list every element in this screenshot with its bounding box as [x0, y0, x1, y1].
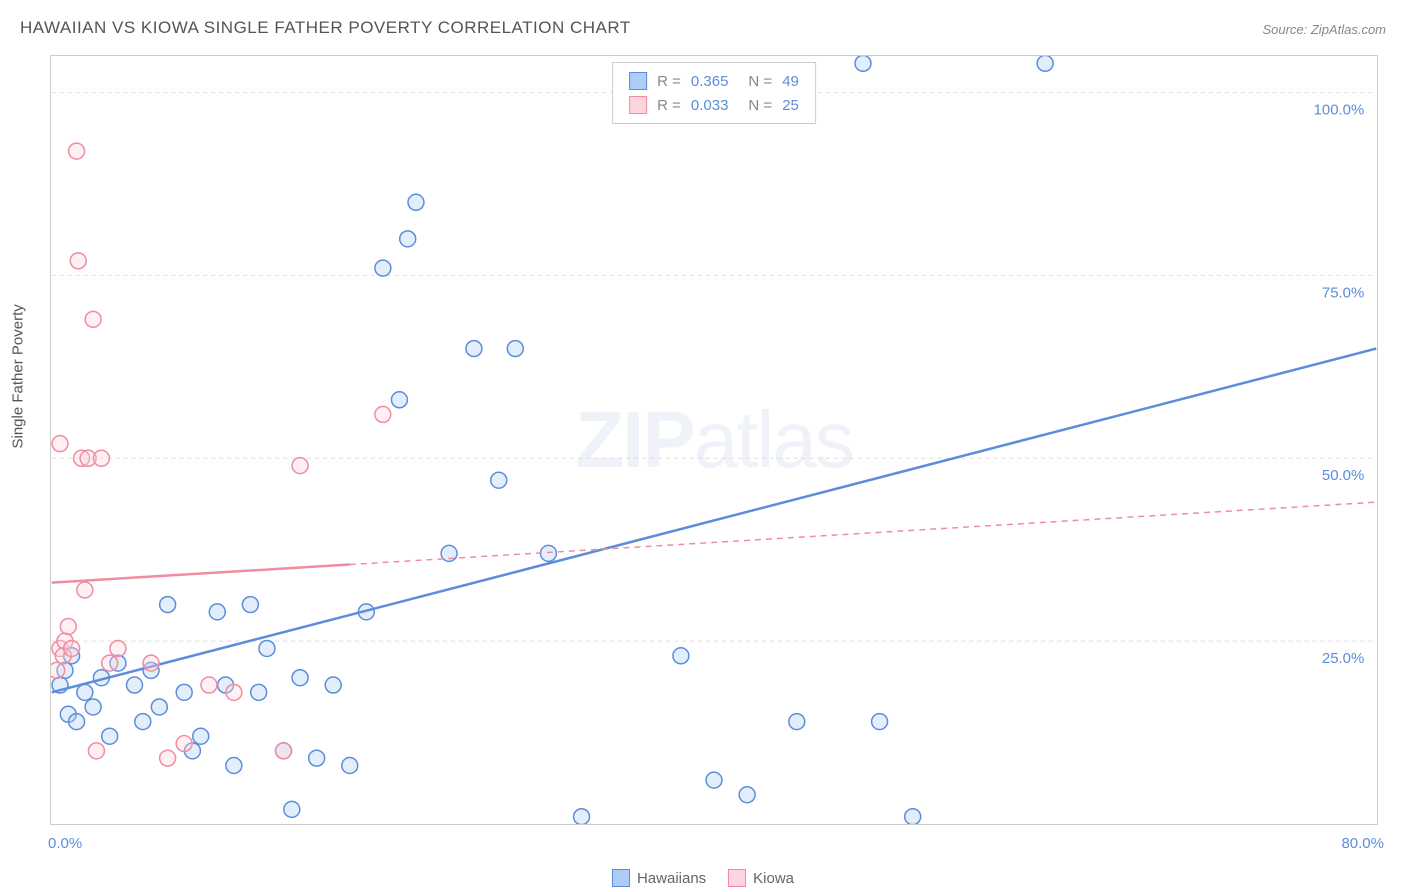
scatter-point — [69, 714, 85, 730]
scatter-point — [51, 662, 65, 678]
scatter-point — [292, 670, 308, 686]
y-tick-label: 75.0% — [1322, 284, 1364, 301]
chart-container: HAWAIIAN VS KIOWA SINGLE FATHER POVERTY … — [0, 0, 1406, 892]
scatter-point — [673, 648, 689, 664]
scatter-point — [574, 809, 590, 824]
n-label: N = — [748, 97, 772, 114]
scatter-point — [276, 743, 292, 759]
scatter-point — [375, 406, 391, 422]
scatter-point — [491, 472, 507, 488]
scatter-point — [64, 640, 80, 656]
x-tick-80: 80.0% — [1341, 835, 1384, 852]
scatter-point — [85, 699, 101, 715]
scatter-point — [52, 436, 68, 452]
scatter-point — [127, 677, 143, 693]
correlation-legend: R = 0.365 N = 49 R = 0.033 N = 25 — [612, 62, 816, 124]
r-label: R = — [657, 97, 681, 114]
scatter-point — [135, 714, 151, 730]
scatter-point — [408, 194, 424, 210]
scatter-point — [872, 714, 888, 730]
scatter-point — [160, 750, 176, 766]
swatch-kiowa-bottom — [728, 869, 746, 887]
scatter-point — [160, 597, 176, 613]
scatter-point — [739, 787, 755, 803]
scatter-point — [507, 341, 523, 357]
swatch-kiowa — [629, 96, 647, 114]
scatter-point — [102, 655, 118, 671]
scatter-point — [70, 253, 86, 269]
scatter-point — [325, 677, 341, 693]
scatter-point — [342, 758, 358, 774]
y-tick-label: 25.0% — [1322, 650, 1364, 667]
scatter-point — [226, 758, 242, 774]
n-label: N = — [748, 73, 772, 90]
legend-item-hawaiians: Hawaiians — [612, 869, 706, 887]
source-attribution: Source: ZipAtlas.com — [1262, 22, 1386, 37]
legend-label-kiowa: Kiowa — [753, 870, 794, 887]
swatch-hawaiians — [629, 72, 647, 90]
plot-svg: 25.0% 50.0% 75.0% 100.0% — [51, 56, 1377, 824]
scatter-point — [375, 260, 391, 276]
y-axis-label: Single Father Poverty — [10, 304, 27, 448]
chart-title: HAWAIIAN VS KIOWA SINGLE FATHER POVERTY … — [20, 18, 631, 38]
scatter-point — [284, 801, 300, 817]
scatter-point — [226, 684, 242, 700]
scatter-point — [466, 341, 482, 357]
scatter-point — [102, 728, 118, 744]
scatter-point — [292, 458, 308, 474]
y-tick-label: 100.0% — [1314, 102, 1365, 119]
scatter-point — [77, 684, 93, 700]
scatter-point — [251, 684, 267, 700]
scatter-point — [88, 743, 104, 759]
legend-row-kiowa: R = 0.033 N = 25 — [629, 93, 799, 117]
trendline-dashed — [350, 502, 1377, 564]
x-tick-0: 0.0% — [48, 835, 82, 852]
scatter-point — [151, 699, 167, 715]
series-legend: Hawaiians Kiowa — [612, 869, 794, 887]
scatter-point — [60, 619, 76, 635]
scatter-point — [855, 56, 871, 71]
scatter-point — [789, 714, 805, 730]
plot-area: ZIPatlas R = 0.365 N = 49 R = 0.033 N = … — [50, 55, 1378, 825]
n-value-kiowa: 25 — [782, 97, 799, 114]
scatter-point — [905, 809, 921, 824]
r-value-kiowa: 0.033 — [691, 97, 729, 114]
scatter-point — [176, 684, 192, 700]
scatter-point — [400, 231, 416, 247]
scatter-point — [540, 545, 556, 561]
legend-label-hawaiians: Hawaiians — [637, 870, 706, 887]
scatter-point — [77, 582, 93, 598]
scatter-point — [69, 143, 85, 159]
scatter-point — [85, 311, 101, 327]
scatter-point — [110, 640, 126, 656]
scatter-point — [143, 655, 159, 671]
scatter-point — [93, 450, 109, 466]
n-value-hawaiians: 49 — [782, 73, 799, 90]
y-tick-label: 50.0% — [1322, 467, 1364, 484]
scatter-point — [1037, 56, 1053, 71]
scatter-point — [706, 772, 722, 788]
scatter-point — [259, 640, 275, 656]
scatter-point — [193, 728, 209, 744]
swatch-hawaiians-bottom — [612, 869, 630, 887]
scatter-point — [209, 604, 225, 620]
legend-row-hawaiians: R = 0.365 N = 49 — [629, 69, 799, 93]
scatter-point — [201, 677, 217, 693]
scatter-point — [242, 597, 258, 613]
r-label: R = — [657, 73, 681, 90]
trendline — [52, 565, 350, 583]
scatter-point — [309, 750, 325, 766]
scatter-point — [176, 736, 192, 752]
r-value-hawaiians: 0.365 — [691, 73, 729, 90]
scatter-point — [391, 392, 407, 408]
legend-item-kiowa: Kiowa — [728, 869, 794, 887]
